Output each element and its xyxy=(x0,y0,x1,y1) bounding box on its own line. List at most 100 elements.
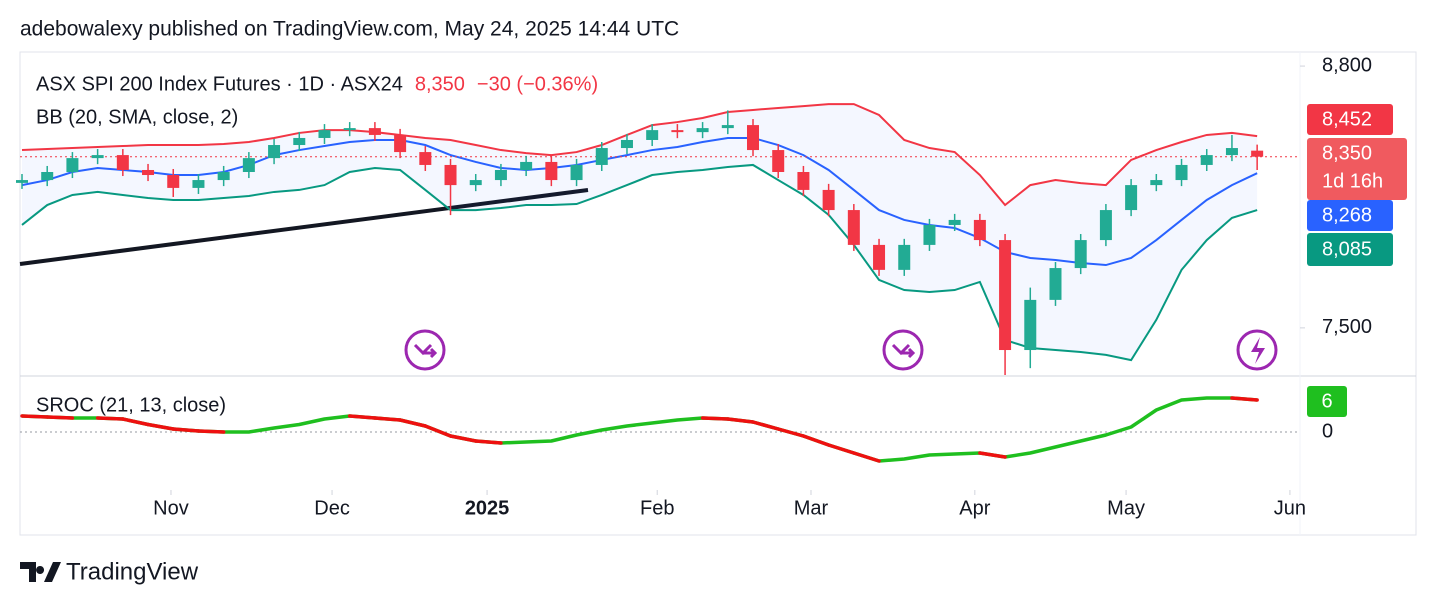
candle-body xyxy=(822,189,835,211)
candle-body xyxy=(1150,180,1163,186)
falling-segment xyxy=(826,443,856,455)
falling-segment xyxy=(95,416,125,421)
candle-body xyxy=(595,148,608,165)
falling-segment xyxy=(347,414,377,420)
label-box xyxy=(1307,138,1407,200)
candle-body xyxy=(343,128,356,131)
falling-segment xyxy=(398,418,428,428)
candle-body xyxy=(772,150,785,173)
falling-segment xyxy=(373,416,402,422)
candle-body xyxy=(116,155,129,170)
candle-body xyxy=(91,155,104,159)
candle-body xyxy=(293,137,306,146)
countdown: 1d 16h xyxy=(1322,170,1383,192)
candle-body xyxy=(469,180,482,186)
band-line xyxy=(21,103,1258,207)
falling-segment xyxy=(473,439,503,445)
candle-body xyxy=(696,128,709,133)
falling-segment xyxy=(448,434,478,443)
candle-body xyxy=(1049,268,1062,300)
x-tick-label: Mar xyxy=(794,497,829,519)
candle-body xyxy=(16,180,28,183)
event-glyph xyxy=(1251,337,1265,364)
x-tick-label: Apr xyxy=(959,497,990,519)
trend-line xyxy=(19,188,589,266)
y-tick-label: 8,800 xyxy=(1322,54,1372,76)
falling-segment xyxy=(978,451,1007,459)
falling-segment xyxy=(776,427,806,438)
falling-segment xyxy=(1230,396,1259,402)
candle-body xyxy=(1024,299,1037,351)
falling-segment xyxy=(20,414,49,419)
brand: TradingView xyxy=(20,558,199,585)
event-glyph xyxy=(891,343,916,359)
candle-body xyxy=(41,172,54,181)
candle-body xyxy=(1074,240,1087,269)
band-fill xyxy=(22,104,1258,361)
falling-segment xyxy=(121,417,150,427)
candle-body xyxy=(721,125,734,129)
candle-body xyxy=(394,134,407,153)
candle-body xyxy=(923,224,936,245)
falling-segment xyxy=(196,429,226,434)
indicator-title: BB (20, SMA, close, 2) xyxy=(36,106,238,128)
candle-body xyxy=(545,161,558,181)
falling-segment xyxy=(801,434,831,447)
legend: ASX SPI 200 Index Futures · 1D · ASX24 8… xyxy=(36,73,598,416)
sroc-last-label: 6 xyxy=(1321,390,1332,412)
candle-body xyxy=(419,152,432,165)
candle-body xyxy=(217,172,230,181)
candle-body xyxy=(620,139,633,149)
last-price: 8,350 xyxy=(415,73,465,95)
band-line xyxy=(21,136,1258,267)
candle-body xyxy=(570,164,583,181)
candle-body xyxy=(973,219,986,241)
falling-segment xyxy=(852,451,881,463)
falling-segment xyxy=(171,427,201,433)
x-tick-label: 2025 xyxy=(465,497,510,519)
chart-frame xyxy=(19,51,1417,536)
chart-layer: 8,800 7,500 Nov Dec 2025 Feb Mar Apr May Jun 0 xyxy=(16,54,1372,519)
price-change: −30 (−0.36%) xyxy=(477,73,598,95)
upper-band-label: 8,452 xyxy=(1322,108,1372,130)
x-tick-label: May xyxy=(1107,497,1145,519)
falling-segment xyxy=(726,417,755,424)
candle-body xyxy=(444,164,457,186)
lower-band-label: 8,085 xyxy=(1322,238,1372,260)
candle-body xyxy=(671,130,684,133)
symbol-title: ASX SPI 200 Index Futures · 1D · ASX24 xyxy=(36,73,403,95)
label-box xyxy=(1307,200,1393,231)
candle-body xyxy=(898,244,911,270)
candle-body xyxy=(847,210,860,245)
y-tick-label: 0 xyxy=(1322,420,1333,442)
brand-name: TradingView xyxy=(66,558,199,585)
candle-body xyxy=(66,158,79,173)
candle-body xyxy=(268,145,281,159)
brand-logo xyxy=(20,562,61,582)
candle-body xyxy=(1099,210,1112,241)
candle-body xyxy=(494,169,507,181)
falling-segment xyxy=(751,420,780,431)
x-tick-label: Nov xyxy=(153,497,189,519)
falling-segment xyxy=(423,424,453,438)
x-tick-label: Dec xyxy=(314,497,350,519)
price-scale-labels: 8,452 8,350 1d 16h 8,268 8,085 6 xyxy=(1307,104,1407,417)
event-glyph xyxy=(413,343,438,359)
candle-body xyxy=(1251,150,1264,157)
candle-body xyxy=(797,172,810,190)
middle-band-label: 8,268 xyxy=(1322,204,1372,226)
candle-body xyxy=(242,158,255,173)
candle-body xyxy=(167,175,180,188)
label-box xyxy=(1307,386,1347,417)
last-price-label: 8,350 xyxy=(1322,142,1372,164)
label-box xyxy=(1307,104,1393,135)
candle-body xyxy=(1175,164,1188,181)
candle-body xyxy=(747,125,760,151)
x-tick-label: Jun xyxy=(1274,497,1306,519)
candle-body xyxy=(873,244,886,270)
band-line xyxy=(21,163,1258,362)
event-icons xyxy=(404,329,1278,371)
label-box xyxy=(1307,233,1393,266)
indicator-title: SROC (21, 13, close) xyxy=(36,394,226,416)
